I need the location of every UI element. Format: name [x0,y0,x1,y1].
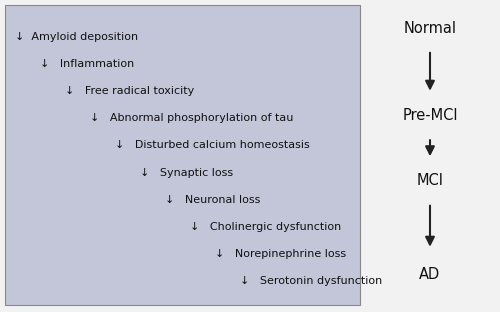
Text: ↓   Synaptic loss: ↓ Synaptic loss [140,168,233,178]
Text: Normal: Normal [404,21,456,36]
Text: ↓   Serotonin dysfunction: ↓ Serotonin dysfunction [240,276,382,286]
Text: MCI: MCI [416,173,444,188]
FancyBboxPatch shape [5,5,360,305]
Text: ↓   Norepinephrine loss: ↓ Norepinephrine loss [215,249,346,259]
Text: ↓   Abnormal phosphorylation of tau: ↓ Abnormal phosphorylation of tau [90,113,294,123]
Text: ↓  Amyloid deposition: ↓ Amyloid deposition [15,32,138,41]
Text: ↓   Neuronal loss: ↓ Neuronal loss [165,195,260,205]
Text: AD: AD [420,267,440,282]
Text: ↓   Inflammation: ↓ Inflammation [40,59,134,69]
Text: Pre-MCI: Pre-MCI [402,108,458,123]
Text: ↓   Free radical toxicity: ↓ Free radical toxicity [65,86,194,96]
Text: ↓   Disturbed calcium homeostasis: ↓ Disturbed calcium homeostasis [115,140,310,150]
Text: ↓   Cholinergic dysfunction: ↓ Cholinergic dysfunction [190,222,341,232]
